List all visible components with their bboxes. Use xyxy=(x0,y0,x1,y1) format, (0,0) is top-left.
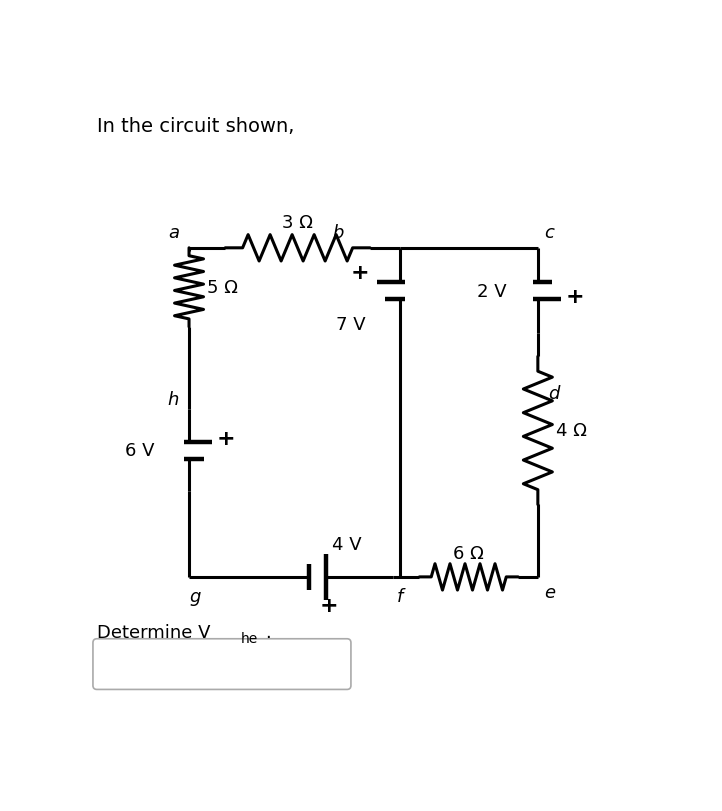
Text: 6 Ω: 6 Ω xyxy=(453,545,484,563)
Text: In the circuit shown,: In the circuit shown, xyxy=(97,117,295,136)
Text: 2 V: 2 V xyxy=(477,282,506,300)
Text: +: + xyxy=(351,263,370,283)
Text: 3 Ω: 3 Ω xyxy=(282,214,313,232)
Text: 4 V: 4 V xyxy=(332,535,362,553)
Text: Determine V: Determine V xyxy=(97,623,210,642)
Text: d: d xyxy=(548,384,559,402)
Text: e: e xyxy=(544,584,555,602)
Text: 5 Ω: 5 Ω xyxy=(207,279,238,297)
Text: 4 Ω: 4 Ω xyxy=(556,422,587,440)
Text: b: b xyxy=(332,224,344,242)
Text: he: he xyxy=(240,631,258,645)
Text: g: g xyxy=(189,587,201,605)
Text: f: f xyxy=(396,587,403,605)
Text: h: h xyxy=(168,391,179,409)
Text: .: . xyxy=(265,623,271,642)
Text: +: + xyxy=(217,429,235,448)
Text: +: + xyxy=(565,286,584,307)
Text: 6 V: 6 V xyxy=(126,442,155,460)
FancyBboxPatch shape xyxy=(93,639,351,689)
Text: 7 V: 7 V xyxy=(336,315,365,333)
Text: +: + xyxy=(320,594,339,615)
Text: a: a xyxy=(168,224,179,242)
Text: c: c xyxy=(544,224,554,242)
